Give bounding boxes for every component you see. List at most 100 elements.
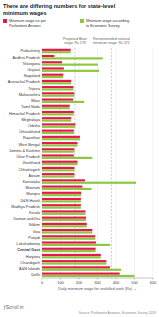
bar xyxy=(42,55,54,57)
category-label: Meghalaya xyxy=(21,118,40,122)
x-axis xyxy=(42,278,153,279)
category-label: Manipur xyxy=(26,192,40,196)
bar xyxy=(42,113,74,115)
tick-label: 100 xyxy=(57,280,64,285)
bar xyxy=(42,107,70,109)
bar xyxy=(42,70,99,72)
legend-entry: Minimum wage accordingto Economic Survey xyxy=(80,19,129,28)
category-label: Punjab xyxy=(28,236,40,240)
bar xyxy=(42,173,74,175)
bar xyxy=(42,235,95,237)
bar xyxy=(42,192,81,194)
bar xyxy=(42,254,101,256)
bar xyxy=(42,210,85,212)
bar xyxy=(42,98,73,100)
bar xyxy=(42,136,80,138)
category-label: Jammu & Kashmir xyxy=(9,149,41,153)
category-label: Jharkhand xyxy=(22,161,40,165)
category-label: Sikkim xyxy=(29,223,40,227)
bar xyxy=(42,163,78,165)
bar xyxy=(42,144,78,146)
bar xyxy=(42,225,87,227)
bar xyxy=(42,49,71,51)
bar xyxy=(42,204,81,206)
bar xyxy=(42,86,73,88)
bar xyxy=(42,132,74,134)
category-label: Puducherry xyxy=(21,49,41,53)
bar xyxy=(42,117,71,119)
bar xyxy=(42,229,92,231)
category-label: Daman and Diu xyxy=(14,217,40,221)
axis-label: Daily minimum wage for unskilled work (R… xyxy=(58,287,137,291)
bar xyxy=(42,95,74,97)
tick-label: 300 xyxy=(94,280,101,285)
bar xyxy=(42,80,71,82)
bar xyxy=(42,67,64,69)
bar xyxy=(42,256,101,258)
bar xyxy=(42,248,96,250)
category-label: Tamil Nadu xyxy=(21,105,40,109)
bar xyxy=(42,260,106,262)
bar xyxy=(42,213,85,215)
category-label: A&N Islands xyxy=(19,267,40,271)
bar xyxy=(42,105,70,107)
bar xyxy=(42,126,75,128)
bar xyxy=(42,130,74,132)
category-label: Kerala xyxy=(29,211,41,215)
bar xyxy=(42,179,85,181)
category-label: West Bengal xyxy=(19,143,41,147)
bar xyxy=(42,169,74,171)
legend-label: Minimum wage accordingto Economic Survey xyxy=(86,19,129,28)
category-label: Uttarakhand xyxy=(19,130,40,134)
tick-label: 200 xyxy=(76,280,83,285)
category-label: Nagaland xyxy=(24,74,40,78)
category-label: Gujarat xyxy=(28,68,41,72)
category-label: Karnataka xyxy=(23,180,41,184)
legend-swatch xyxy=(3,19,7,23)
bar xyxy=(42,266,110,268)
bar xyxy=(42,148,74,150)
grid-line xyxy=(153,48,154,278)
category-label: Central Govt xyxy=(17,248,41,252)
category-label: Goa xyxy=(33,230,41,234)
bar xyxy=(42,231,92,233)
category-label: Himachal Pradesh xyxy=(9,112,40,116)
category-label: Bihar xyxy=(31,99,41,103)
bar xyxy=(42,74,63,76)
bar xyxy=(42,219,86,221)
bars xyxy=(42,49,136,277)
bar xyxy=(42,51,71,53)
chart: There are differing numbers for state-le… xyxy=(0,0,159,317)
bar xyxy=(42,250,96,252)
bar xyxy=(42,157,92,159)
bar xyxy=(42,138,80,140)
bar xyxy=(42,217,86,219)
category-label: Assam xyxy=(28,174,40,178)
bar xyxy=(42,92,74,94)
tick-label: 0 xyxy=(41,280,44,285)
bar xyxy=(42,82,71,84)
legend-label: Minimum wage as perParliament Answer xyxy=(9,19,47,28)
bar xyxy=(42,142,78,144)
bar xyxy=(42,198,81,200)
bar xyxy=(42,200,81,202)
category-label: D&N Haveli xyxy=(20,199,40,203)
bar xyxy=(42,161,78,163)
bar xyxy=(42,64,98,66)
category-label: Telangana xyxy=(22,62,40,66)
bar xyxy=(42,188,92,190)
category-label: Maharashtra xyxy=(19,93,41,97)
bar xyxy=(42,223,87,225)
tick-label: 600 xyxy=(150,280,157,285)
bar xyxy=(42,88,73,90)
bar xyxy=(42,262,106,264)
bar xyxy=(42,111,74,113)
bar xyxy=(42,238,95,240)
bar xyxy=(42,273,120,275)
tick-label: 500 xyxy=(131,280,138,285)
category-label: Mizoram xyxy=(25,186,40,190)
reference-line xyxy=(111,48,112,278)
category-label: Tripura xyxy=(28,87,41,91)
bar xyxy=(42,186,82,188)
bar xyxy=(42,61,62,63)
